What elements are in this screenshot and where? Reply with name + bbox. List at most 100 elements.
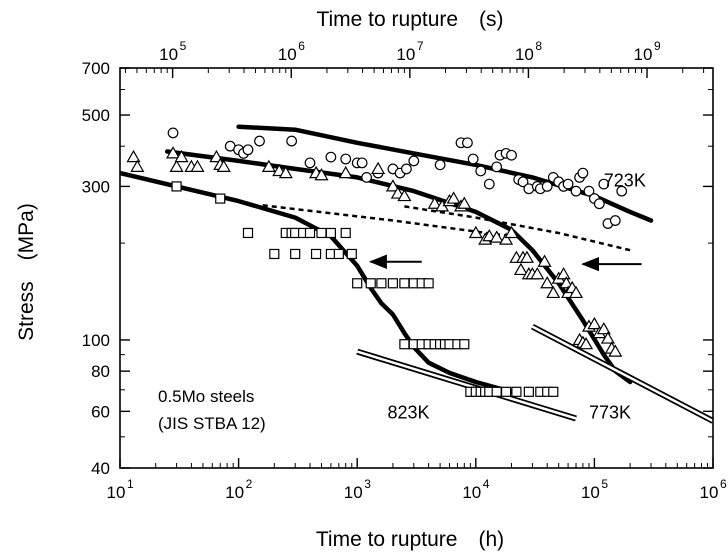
data-point-773K-triangle — [190, 159, 205, 172]
data-point-823K-square — [387, 278, 399, 289]
data-point-773K-triangle — [537, 254, 552, 267]
data-point-773K-triangle — [371, 161, 386, 175]
data-point-773K-triangle — [608, 344, 623, 357]
data-point-773K-triangle — [427, 196, 442, 209]
data-point-723K-circle — [570, 185, 582, 197]
temperature-label-723K: 723K — [604, 170, 646, 190]
data-point-823K-square — [346, 248, 357, 260]
temperature-label-773K: 773K — [589, 403, 631, 423]
shift-line-773K — [404, 205, 631, 252]
data-point-823K-square — [215, 193, 226, 204]
data-point-773K-triangle — [596, 321, 611, 335]
extrapolation-line-inner-773K — [531, 325, 713, 423]
plot-area — [120, 124, 713, 424]
data-point-773K-triangle — [587, 316, 602, 330]
y-tick-label: 40 — [91, 459, 110, 478]
data-point-823K-square — [399, 339, 410, 350]
y-tick-label: 60 — [91, 402, 110, 421]
data-point-723K-circle — [593, 198, 605, 210]
data-point-773K-triangle — [546, 285, 561, 299]
data-point-823K-square — [376, 278, 387, 289]
data-point-773K-triangle — [385, 179, 400, 192]
data-point-723K-circle — [286, 135, 298, 147]
x-tick-label: 10 — [581, 483, 600, 502]
master-curve-723K — [236, 124, 654, 223]
data-point-723K-circle — [304, 157, 316, 169]
x-tick-label-exponent: 1 — [127, 477, 134, 491]
data-point-723K-circle — [254, 135, 265, 147]
temperature-label-823K: 823K — [387, 403, 429, 423]
data-point-773K-triangle — [530, 267, 545, 280]
data-point-773K-triangle — [519, 250, 534, 263]
x2-tick-label: 10 — [515, 45, 534, 64]
data-point-723K-circle — [541, 181, 553, 192]
bottom-axis-label: Time to rupture (h) — [316, 528, 504, 551]
extrapolation-line-inner-823K — [356, 350, 577, 420]
data-point-773K-triangle — [165, 146, 181, 159]
data-point-723K-circle — [598, 178, 610, 190]
data-point-823K-square — [333, 248, 344, 260]
data-point-773K-triangle — [513, 262, 528, 276]
x-tick-label: 10 — [107, 483, 126, 502]
data-point-723K-circle — [325, 151, 337, 163]
data-point-823K-square — [423, 278, 434, 289]
plot-frame — [119, 67, 714, 469]
top-axis-label: Time to rupture (s) — [316, 8, 503, 31]
data-point-823K-square — [399, 278, 410, 289]
data-point-823K-square — [459, 339, 470, 350]
x2-tick-label-exponent: 5 — [180, 39, 187, 53]
data-point-823K-square — [171, 181, 182, 192]
data-point-823K-square — [325, 227, 336, 239]
data-point-773K-triangle — [499, 232, 514, 245]
data-point-773K-triangle — [559, 276, 574, 289]
data-point-773K-triangle — [468, 225, 483, 239]
data-point-723K-circle — [408, 155, 420, 167]
x-tick-label: 10 — [700, 483, 719, 502]
data-point-723K-circle — [583, 185, 595, 197]
data-point-773K-triangle — [126, 149, 141, 163]
y-axis-label: Stress (MPa) — [15, 203, 38, 341]
data-point-773K-triangle — [261, 159, 276, 172]
x-tick-label-exponent: 3 — [364, 477, 371, 491]
data-point-723K-circle — [361, 171, 372, 183]
data-point-723K-circle — [491, 161, 503, 173]
data-point-773K-triangle — [130, 159, 145, 172]
data-point-723K-circle — [242, 144, 254, 156]
data-point-773K-triangle — [314, 168, 329, 181]
data-point-773K-triangle — [457, 196, 472, 209]
standard-label: (JIS STBA 12) — [158, 414, 266, 433]
data-point-773K-triangle — [568, 285, 584, 299]
material-label: 0.5Mo steels — [158, 387, 254, 406]
x-tick-label-exponent: 4 — [483, 477, 490, 491]
data-point-723K-circle — [577, 167, 589, 179]
x-tick-label-exponent: 6 — [720, 477, 727, 491]
y-tick-label: 100 — [82, 331, 110, 350]
data-point-823K-square — [290, 248, 301, 260]
x-tick-label: 10 — [462, 483, 481, 502]
data-point-773K-triangle — [489, 230, 504, 243]
data-point-823K-square — [523, 386, 534, 397]
data-point-823K-square — [548, 386, 559, 397]
data-point-823K-square — [365, 278, 376, 289]
data-point-723K-circle — [340, 153, 352, 165]
data-point-723K-circle — [467, 153, 479, 165]
data-point-773K-triangle — [578, 336, 594, 350]
data-point-723K-circle — [506, 149, 517, 161]
data-point-723K-circle — [616, 185, 628, 197]
data-point-773K-triangle — [446, 191, 461, 204]
data-point-723K-circle — [475, 165, 487, 177]
data-point-773K-triangle — [169, 159, 184, 172]
data-point-723K-circle — [434, 159, 446, 171]
data-point-823K-square — [340, 227, 351, 239]
data-point-773K-triangle — [504, 225, 519, 239]
data-point-773K-triangle — [556, 267, 571, 280]
data-point-823K-square — [511, 386, 522, 397]
data-point-773K-triangle — [209, 149, 224, 163]
data-point-773K-triangle — [338, 165, 353, 179]
data-point-723K-circle — [562, 178, 574, 190]
y-tick-label: 700 — [82, 59, 110, 78]
data-point-723K-circle — [167, 127, 179, 139]
data-point-723K-circle — [401, 163, 412, 175]
